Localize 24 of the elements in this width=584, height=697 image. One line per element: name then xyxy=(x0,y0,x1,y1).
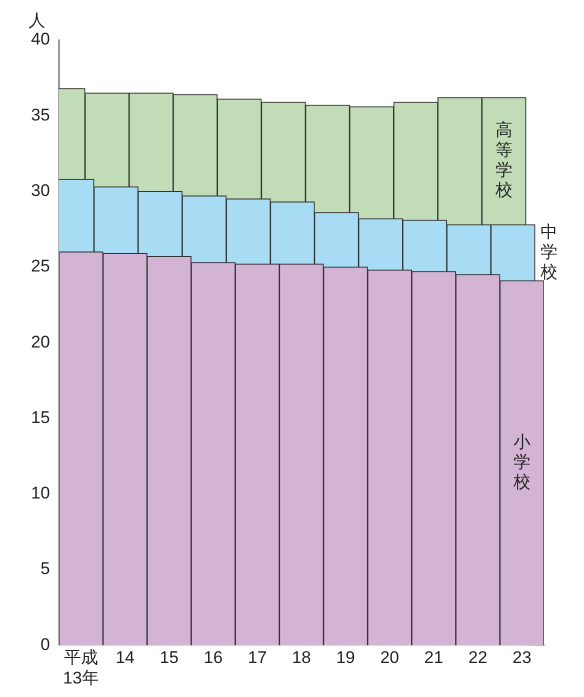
series-label: 中学校 xyxy=(540,222,558,282)
x-tick-label: 平成 13年 xyxy=(63,648,99,688)
y-tick-label: 35 xyxy=(30,105,50,124)
y-tick-label: 15 xyxy=(30,408,50,427)
x-tick-label: 14 xyxy=(116,648,135,668)
series-label: 高等学校 xyxy=(494,120,512,200)
x-tick-label: 20 xyxy=(380,648,400,668)
y-tick-label: 5 xyxy=(40,559,50,578)
y-tick-label: 0 xyxy=(40,634,50,654)
x-tick-label: 23 xyxy=(512,648,532,668)
x-tick-label: 18 xyxy=(292,648,311,668)
y-axis-title: 人 xyxy=(28,11,46,30)
x-tick-label: 19 xyxy=(336,648,356,668)
series-label: 小学校 xyxy=(512,432,530,492)
x-tick-label: 17 xyxy=(248,648,267,668)
x-tick-label: 16 xyxy=(204,648,223,668)
y-tick-label: 10 xyxy=(30,484,50,503)
y-tick-label: 30 xyxy=(30,180,50,200)
x-tick-label: 21 xyxy=(424,648,444,668)
x-tick-label: 15 xyxy=(160,648,179,668)
y-tick-label: 40 xyxy=(30,30,50,49)
y-tick-label: 25 xyxy=(30,256,50,276)
x-tick-label: 22 xyxy=(468,648,488,668)
y-tick-label: 20 xyxy=(30,332,50,352)
